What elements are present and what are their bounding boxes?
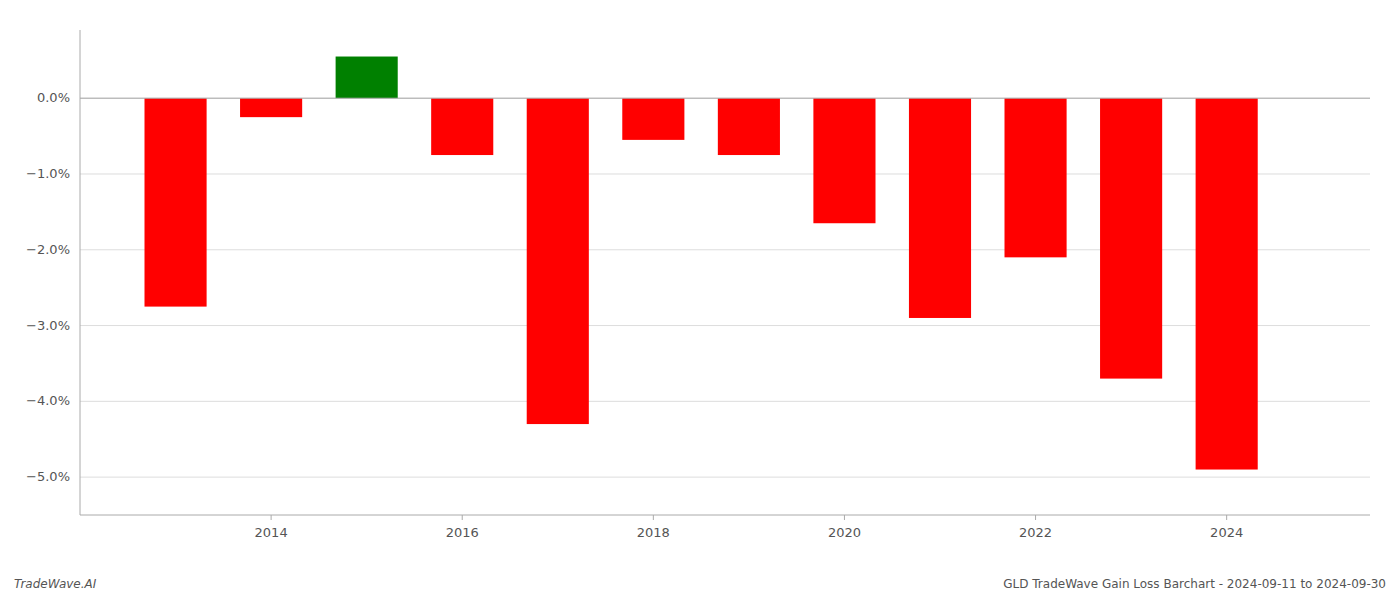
title: GLD TradeWave Gain Loss Barchart - 2024-… — [1003, 577, 1386, 591]
x-tick-label: 2014 — [255, 525, 288, 540]
bar — [718, 98, 780, 155]
y-tick-label: −3.0% — [26, 318, 70, 333]
y-tick-label: 0.0% — [37, 90, 70, 105]
grid — [80, 98, 1370, 477]
x-tick — [844, 515, 845, 520]
bar — [1196, 98, 1258, 469]
x-tick — [271, 515, 272, 520]
x-tick — [1226, 515, 1227, 520]
grid-line — [80, 325, 1370, 326]
bar — [622, 98, 684, 140]
bar — [1100, 98, 1162, 378]
y-axis-line — [80, 30, 81, 515]
watermark: TradeWave.AI — [14, 577, 97, 591]
x-tick-label: 2016 — [446, 525, 479, 540]
bar — [240, 98, 302, 117]
x-tick-label: 2024 — [1210, 525, 1243, 540]
bar — [909, 98, 971, 318]
x-tick — [1035, 515, 1036, 520]
x-tick-label: 2022 — [1019, 525, 1052, 540]
bar — [813, 98, 875, 223]
y-tick-label: −5.0% — [26, 469, 70, 484]
y-tick-label: −4.0% — [26, 393, 70, 408]
chart: 0.0%−1.0%−2.0%−3.0%−4.0%−5.0%20142016201… — [0, 0, 1400, 600]
grid-line — [80, 249, 1370, 250]
bar — [1005, 98, 1067, 257]
grid-line — [80, 173, 1370, 174]
y-tick-label: −1.0% — [26, 166, 70, 181]
x-ticks: 2014 2016 2018 2020 2022 2024 — [255, 515, 1244, 540]
x-tick-label: 2020 — [828, 525, 861, 540]
bars — [145, 57, 1258, 470]
x-axis-line — [80, 515, 1370, 516]
y-tick-label: −2.0% — [26, 242, 70, 257]
x-tick — [462, 515, 463, 520]
bar — [145, 98, 207, 306]
y-tick-labels: 0.0% −1.0% −2.0% −3.0% −4.0% −5.0% — [26, 90, 70, 484]
chart-container: 0.0%−1.0%−2.0%−3.0%−4.0%−5.0%20142016201… — [0, 0, 1400, 600]
x-tick — [653, 515, 654, 520]
bar — [431, 98, 493, 155]
bar — [336, 57, 398, 99]
x-tick-label: 2018 — [637, 525, 670, 540]
zero-line — [80, 98, 1370, 99]
bar — [527, 98, 589, 424]
grid-line — [80, 401, 1370, 402]
grid-line — [80, 98, 1370, 99]
grid-line — [80, 477, 1370, 478]
background — [0, 0, 1400, 600]
